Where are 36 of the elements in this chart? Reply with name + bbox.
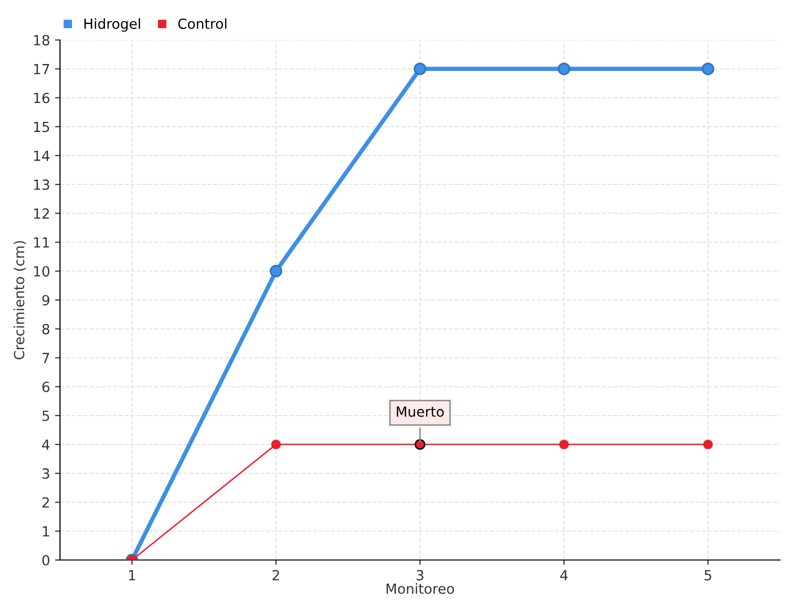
y-tick-label: 11 [34,237,49,248]
x-tick-label: 3 [416,570,424,580]
y-tick-label: 4 [42,440,50,450]
x-tick-label: 1 [129,570,136,580]
x-tick-label: 2 [272,570,280,580]
y-tick-label: 15 [34,122,50,132]
x-tick-label: 5 [704,570,712,580]
y-tick-label: 17 [34,64,50,74]
y-tick-label: 6 [42,382,50,392]
y-tick-label: 14 [34,150,50,161]
y-tick-label: 2 [42,497,49,508]
y-tick-label: 3 [42,468,50,479]
point [414,62,426,76]
y-tick-label: 16 [34,92,50,104]
point [270,264,282,278]
y-tick-label: 18 [34,34,50,46]
y-tick-label: 13 [34,179,50,190]
y-axis-title: Crecimiento (cm) [14,241,26,360]
point [558,62,570,76]
y-tick-label: 8 [42,324,50,334]
y-tick-label: 10 [34,266,50,277]
point [703,440,713,450]
y-tick-label: 5 [42,410,50,422]
y-tick-label: 0 [42,554,50,566]
y-tick-label: 7 [42,352,50,364]
point [559,440,569,450]
y-tick-label: 9 [42,294,50,306]
y-tick-label: 12 [34,208,49,219]
annotation: Muerto [396,406,444,417]
x-tick-label: 4 [560,570,568,580]
legend-label: Hidrogel [84,18,140,32]
point [702,62,714,76]
x-axis-title: Monitoreo [386,583,454,594]
legend-label: Control [178,18,226,29]
point [271,440,281,450]
y-tick-label: 1 [42,526,49,536]
